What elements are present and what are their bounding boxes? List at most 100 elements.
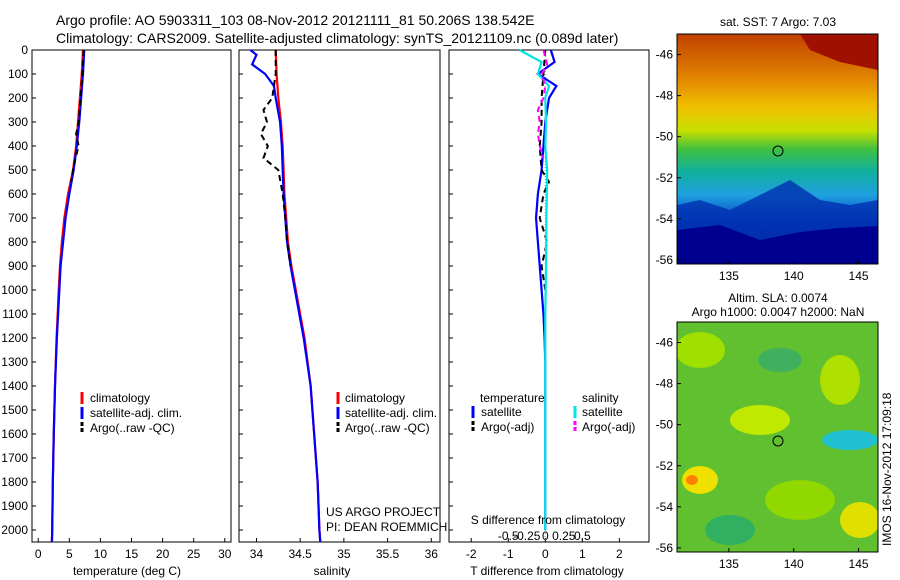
y-tick-label: 0 — [21, 43, 28, 57]
sla-blob — [840, 502, 878, 538]
x-tick-label: 25 — [187, 547, 201, 561]
x-tick-label: 34.5 — [288, 547, 312, 561]
salinity-legend: climatology satellite-adj. clim. Argo(..… — [336, 391, 437, 435]
x-top-tick-label: -0.5 — [498, 529, 519, 543]
y-tick-label: 1300 — [1, 355, 28, 369]
map-y-tick-label: -46 — [656, 48, 674, 62]
sst-map-title: sat. SST: 7 Argo: 7.03 — [720, 15, 836, 29]
legend-satellite: satellite-adj. clim. — [90, 406, 182, 420]
y-tick-label: 200 — [8, 91, 28, 105]
temperature-legend: climatology satellite-adj. clim. Argo(..… — [80, 391, 182, 435]
sst-map — [677, 34, 878, 264]
salinity-xlabel: salinity — [314, 564, 351, 578]
imos-timestamp: IMOS 16-Nov-2012 17:09:18 — [880, 392, 894, 546]
y-tick-label: 1700 — [1, 451, 28, 465]
sst-map-axes: 135 140 145 -46 -48 -50 -52 -54 -56 — [656, 48, 869, 283]
y-tick-label: 1900 — [1, 499, 28, 513]
map-y-tick-label: -54 — [656, 500, 674, 514]
argo-position-marker — [772, 435, 784, 447]
x-tick-label: 5 — [66, 547, 73, 561]
map-y-tick-label: -52 — [656, 171, 674, 185]
salinity-chart: 34 34.5 35 35.5 36 — [239, 49, 438, 561]
s-difference-xlabel: S difference from climatology — [471, 513, 626, 527]
sla-blob — [730, 405, 790, 435]
map-x-tick-label: 140 — [784, 269, 804, 283]
map-x-tick-label: 135 — [719, 269, 739, 283]
x-tick-label: 35.5 — [376, 547, 400, 561]
legend-t-argo: Argo(-adj) — [481, 420, 534, 434]
sla-blob — [820, 355, 860, 405]
x-tick-label: 0 — [35, 547, 42, 561]
t-difference-xlabel: T difference from climatology — [470, 564, 624, 578]
y-tick-label: 1600 — [1, 427, 28, 441]
legend-title-salinity: salinity — [582, 391, 619, 405]
x-tick-label: 35 — [337, 547, 351, 561]
map-x-tick-label: 135 — [719, 557, 739, 571]
y-tick-label: 800 — [8, 235, 28, 249]
y-tick-label: 1100 — [2, 307, 28, 321]
sla-map — [677, 322, 878, 552]
difference-panel-frame — [448, 49, 650, 543]
y-tick-label: 600 — [8, 187, 28, 201]
sla-map-frame — [676, 321, 879, 553]
legend-title-temperature: temperature — [480, 391, 545, 405]
pi-annotation: PI: DEAN ROEMMICH — [326, 520, 447, 534]
y-tick-label: 2000 — [1, 523, 28, 537]
y-tick-label: 500 — [8, 163, 28, 177]
sla-map-subtitle: Argo h1000: 0.0047 h2000: NaN — [692, 305, 865, 319]
legend-climatology: climatology — [345, 391, 405, 405]
legend-satellite: satellite-adj. clim. — [345, 406, 437, 420]
sla-blob — [705, 515, 755, 545]
difference-legend: temperature salinity satellite Argo(-adj… — [471, 391, 635, 434]
x-tick-label: 30 — [218, 547, 232, 561]
series-line-climatology — [274, 49, 322, 543]
y-tick-label: 1000 — [1, 283, 28, 297]
sla-map-axes: 135 140 145 -46 -48 -50 -52 -54 -56 — [656, 336, 869, 571]
map-y-tick-label: -48 — [656, 377, 674, 391]
series-line-argo--adj- — [536, 49, 549, 159]
sla-blob — [765, 480, 835, 520]
sst-map-frame — [676, 33, 879, 265]
series-line-satellite-adj--clim- — [249, 49, 322, 543]
y-tick-label: 400 — [8, 139, 28, 153]
map-y-tick-label: -52 — [656, 459, 674, 473]
map-x-tick-label: 140 — [784, 557, 804, 571]
y-tick-label: 700 — [8, 211, 28, 225]
map-y-tick-label: -46 — [656, 336, 674, 350]
x-tick-label: 10 — [94, 547, 108, 561]
x-top-tick-label: 0.25 — [552, 529, 576, 543]
legend-argo: Argo(..raw -QC) — [345, 421, 430, 435]
sla-blob — [682, 466, 718, 494]
map-y-tick-label: -50 — [656, 418, 674, 432]
legend-s-satellite: satellite — [582, 405, 623, 419]
map-y-tick-label: -48 — [656, 89, 674, 103]
x-top-tick-label: 0.5 — [574, 529, 591, 543]
sla-blob — [822, 430, 878, 450]
x-tick-label: 20 — [156, 547, 170, 561]
salinity-panel-frame — [238, 49, 441, 543]
legend-s-argo: Argo(-adj) — [582, 420, 635, 434]
x-tick-label: 15 — [125, 547, 139, 561]
climatology-subtitle: Climatology: CARS2009. Satellite-adjuste… — [56, 30, 619, 46]
series-line-satellite-adj--clim- — [50, 49, 86, 543]
y-tick-label: 100 — [8, 67, 28, 81]
temperature-panel-frame — [31, 49, 232, 543]
x-tick-label: 2 — [616, 547, 623, 561]
map-y-tick-label: -54 — [656, 212, 674, 226]
map-y-tick-label: -56 — [656, 253, 674, 267]
legend-climatology: climatology — [90, 391, 150, 405]
y-tick-label: 300 — [8, 115, 28, 129]
y-tick-label: 1800 — [1, 475, 28, 489]
x-tick-label: 34 — [250, 547, 264, 561]
sla-blob — [758, 348, 802, 372]
y-tick-label: 1500 — [1, 403, 28, 417]
map-x-tick-label: 145 — [849, 557, 869, 571]
sst-coldest-region — [677, 225, 878, 264]
series-line-argo---raw--qc- — [70, 49, 85, 183]
x-tick-label: 1 — [579, 547, 586, 561]
y-tick-label: 1200 — [1, 331, 28, 345]
legend-argo: Argo(..raw -QC) — [90, 421, 175, 435]
argo-position-marker — [772, 145, 784, 157]
